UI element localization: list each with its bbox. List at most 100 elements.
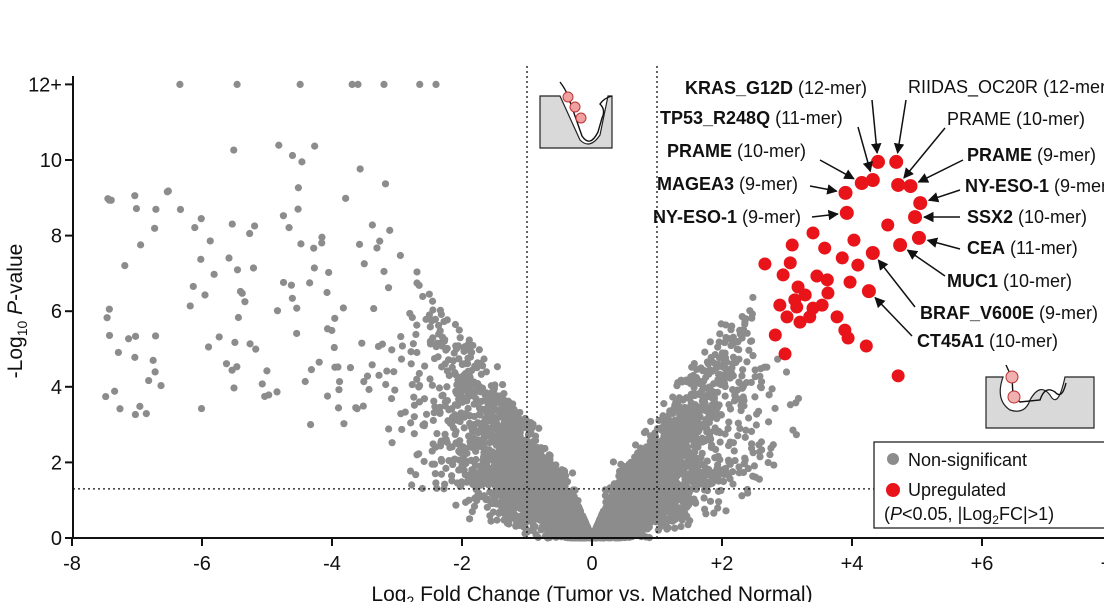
nonsignificant-point	[466, 437, 474, 446]
nonsignificant-point	[511, 511, 519, 519]
nonsignificant-point	[755, 441, 763, 449]
nonsignificant-point	[558, 496, 566, 504]
nonsignificant-point	[467, 443, 476, 451]
nonsignificant-point	[489, 449, 497, 457]
nonsignificant-point	[716, 330, 724, 338]
nonsignificant-point	[469, 341, 477, 350]
nonsignificant-point	[490, 462, 498, 470]
nonsignificant-point	[478, 362, 487, 370]
nonsignificant-point	[677, 460, 685, 468]
nonsignificant-point	[412, 471, 420, 479]
nonsignificant-point	[477, 397, 486, 405]
nonsignificant-point	[422, 410, 431, 418]
nonsignificant-point	[749, 449, 757, 457]
nonsignificant-point	[546, 453, 554, 461]
nonsignificant-point	[378, 340, 387, 348]
nonsignificant-point	[703, 471, 712, 479]
nonsignificant-point	[614, 486, 622, 494]
nonsignificant-point	[560, 467, 568, 475]
nonsignificant-point	[420, 457, 428, 466]
nonsignificant-point	[491, 381, 499, 389]
nonsignificant-point	[726, 438, 734, 446]
nonsignificant-point	[470, 378, 478, 386]
nonsignificant-point	[741, 454, 749, 462]
nonsignificant-point	[648, 448, 656, 456]
nonsignificant-point	[496, 446, 505, 454]
nonsignificant-point	[722, 464, 730, 472]
nonsignificant-point	[657, 521, 666, 530]
nonsignificant-point	[426, 375, 434, 383]
nonsignificant-point	[483, 503, 491, 511]
nonsignificant-point	[459, 455, 467, 463]
nonsignificant-point	[501, 474, 509, 483]
nonsignificant-point	[690, 454, 698, 462]
nonsignificant-point	[491, 436, 499, 444]
nonsignificant-point	[455, 466, 463, 474]
nonsignificant-point	[425, 290, 433, 298]
nonsignificant-point	[439, 391, 447, 399]
nonsignificant-point	[703, 358, 712, 366]
nonsignificant-point	[684, 452, 692, 461]
nonsignificant-point	[711, 468, 719, 476]
nonsignificant-point	[634, 489, 643, 497]
nonsignificant-point	[645, 497, 654, 505]
nonsignificant-point	[725, 400, 733, 409]
nonsignificant-point	[438, 333, 447, 341]
nonsignificant-point	[433, 429, 441, 438]
nonsignificant-point	[725, 418, 733, 426]
nonsignificant-point	[568, 469, 577, 477]
nonsignificant-point	[757, 384, 765, 392]
nonsignificant-point	[429, 416, 437, 425]
nonsignificant-point	[391, 386, 399, 394]
nonsignificant-point	[722, 321, 730, 329]
nonsignificant-point	[470, 502, 479, 510]
nonsignificant-point	[669, 393, 677, 401]
nonsignificant-point	[410, 430, 418, 438]
nonsignificant-point	[465, 412, 473, 420]
nonsignificant-point	[607, 486, 615, 494]
nonsignificant-point	[436, 408, 444, 417]
nonsignificant-point	[476, 481, 484, 490]
nonsignificant-point	[544, 462, 552, 470]
nonsignificant-point	[748, 440, 756, 448]
nonsignificant-point	[643, 465, 651, 473]
nonsignificant-point	[681, 509, 689, 517]
nonsignificant-point	[443, 396, 452, 405]
nonsignificant-point	[541, 444, 549, 453]
nonsignificant-point	[660, 400, 668, 408]
nonsignificant-point	[435, 384, 444, 392]
nonsignificant-point	[714, 370, 723, 379]
nonsignificant-point	[752, 421, 760, 429]
nonsignificant-point	[624, 463, 633, 471]
nonsignificant-point	[744, 464, 752, 473]
nonsignificant-point	[448, 472, 456, 480]
nonsignificant-point	[735, 463, 743, 471]
nonsignificant-point	[492, 491, 500, 499]
nonsignificant-point	[442, 464, 450, 472]
nonsignificant-point	[706, 338, 714, 346]
nonsignificant-point	[512, 500, 520, 508]
nonsignificant-point	[408, 313, 416, 322]
nonsignificant-point	[743, 485, 752, 494]
nonsignificant-point	[569, 498, 577, 506]
nonsignificant-point	[476, 411, 484, 419]
nonsignificant-point	[473, 364, 481, 372]
nonsignificant-point	[483, 417, 491, 425]
nonsignificant-point	[522, 445, 530, 453]
nonsignificant-point	[413, 375, 421, 383]
nonsignificant-point	[743, 358, 751, 366]
nonsignificant-point	[428, 381, 436, 389]
nonsignificant-point	[469, 477, 477, 485]
nonsignificant-point	[432, 343, 440, 351]
nonsignificant-point	[523, 456, 531, 464]
nonsignificant-point	[714, 504, 722, 512]
nonsignificant-point	[668, 516, 676, 524]
nonsignificant-point	[722, 507, 730, 515]
nonsignificant-point	[385, 425, 393, 433]
nonsignificant-point	[753, 410, 761, 418]
nonsignificant-point	[506, 415, 514, 423]
nonsignificant-point	[409, 340, 417, 348]
nonsignificant-point	[430, 409, 438, 417]
nonsignificant-point	[388, 439, 396, 447]
nonsignificant-point	[678, 433, 686, 441]
